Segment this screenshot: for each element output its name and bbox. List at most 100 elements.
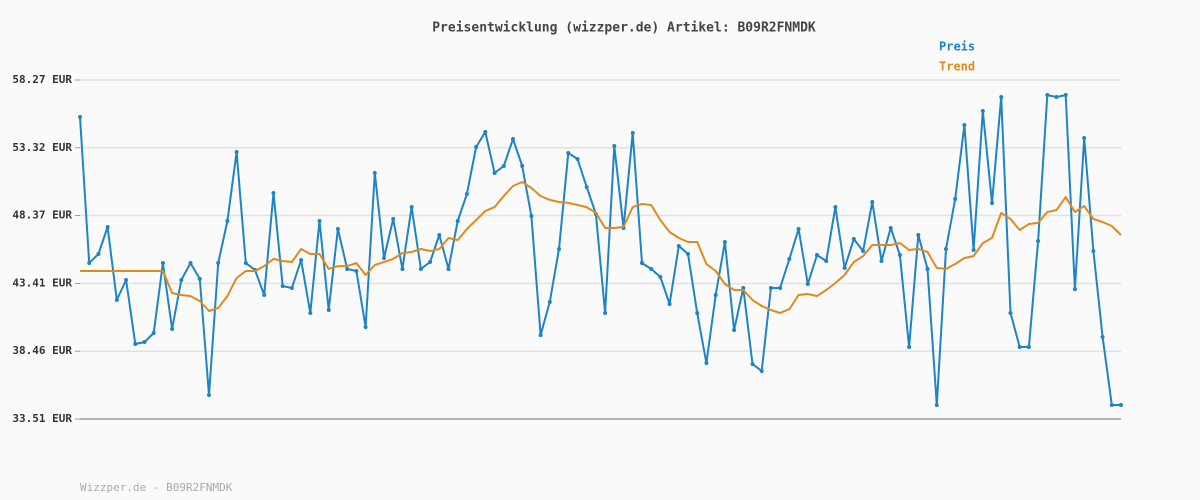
data-point — [953, 196, 958, 201]
data-point — [455, 219, 460, 224]
data-point — [999, 94, 1004, 99]
data-point — [1063, 93, 1068, 98]
data-point — [289, 285, 294, 290]
data-point — [658, 275, 663, 280]
data-point — [907, 344, 912, 349]
data-point — [206, 393, 211, 398]
data-point — [317, 219, 322, 224]
data-point — [234, 150, 239, 155]
data-point — [501, 163, 506, 168]
data-point — [151, 331, 156, 336]
data-point — [833, 205, 838, 210]
data-point — [584, 185, 589, 190]
data-point — [1082, 136, 1087, 141]
data-point — [382, 255, 387, 260]
data-point — [1017, 344, 1022, 349]
data-point — [520, 163, 525, 168]
data-point — [842, 265, 847, 270]
data-point — [446, 266, 451, 271]
data-point — [566, 150, 571, 155]
data-point — [529, 213, 534, 218]
data-point — [464, 192, 469, 197]
data-point — [78, 114, 82, 119]
data-point — [1054, 94, 1059, 99]
data-point — [695, 311, 700, 316]
data-point — [335, 226, 340, 231]
data-point — [713, 292, 718, 297]
data-point — [142, 340, 147, 345]
data-point — [557, 246, 562, 251]
data-point — [943, 246, 948, 251]
data-point — [575, 156, 580, 161]
legend-label: Trend — [939, 60, 975, 74]
data-point — [962, 123, 967, 128]
y-tick-label: 48.37 EUR — [12, 209, 72, 222]
data-point — [870, 199, 875, 204]
data-point — [925, 266, 930, 271]
data-point — [133, 341, 138, 346]
data-point — [1109, 403, 1114, 408]
data-point — [197, 276, 202, 281]
data-point — [603, 311, 608, 316]
data-point — [722, 239, 727, 244]
data-point — [179, 278, 184, 283]
chart-title: Preisentwicklung (wizzper.de) Artikel: B… — [432, 21, 816, 36]
data-point — [824, 259, 829, 264]
data-point — [225, 219, 230, 224]
legend-label: Preis — [939, 40, 975, 54]
data-point — [326, 308, 331, 313]
data-point — [160, 261, 165, 266]
data-point — [787, 256, 792, 261]
data-point — [612, 143, 617, 148]
series-line — [80, 181, 1122, 314]
data-point — [805, 282, 810, 287]
data-point — [124, 278, 129, 283]
data-point — [271, 190, 276, 195]
data-point — [216, 261, 221, 266]
data-point — [96, 252, 101, 257]
data-point — [428, 259, 433, 264]
data-point — [888, 226, 893, 231]
data-point — [105, 225, 110, 230]
data-point — [741, 285, 746, 290]
data-point — [1091, 249, 1096, 254]
y-tick-label: 53.32 EUR — [12, 141, 72, 154]
y-tick-label: 58.27 EUR — [12, 73, 72, 86]
data-point — [1045, 93, 1050, 98]
data-point — [686, 252, 691, 257]
data-point — [897, 252, 902, 257]
data-point — [1036, 239, 1041, 244]
data-point — [667, 301, 672, 306]
data-point — [676, 243, 681, 248]
data-point — [345, 266, 350, 271]
data-point — [243, 261, 248, 266]
data-point — [990, 200, 995, 205]
data-point — [1026, 344, 1031, 349]
data-point — [188, 261, 193, 266]
data-point — [437, 232, 442, 237]
data-point — [510, 137, 515, 142]
data-point — [778, 285, 783, 290]
data-point — [409, 205, 414, 210]
data-point — [1008, 311, 1013, 316]
data-point — [418, 266, 423, 271]
data-point — [796, 226, 801, 231]
y-tick-label: 43.41 EUR — [12, 276, 72, 289]
data-point — [980, 108, 985, 113]
data-point — [814, 252, 819, 257]
data-point — [262, 292, 267, 297]
data-point — [308, 311, 313, 316]
data-point — [1100, 334, 1105, 339]
data-point — [768, 285, 773, 290]
data-point — [363, 324, 368, 329]
data-point — [732, 328, 737, 333]
y-tick-label: 33.51 EUR — [12, 412, 72, 425]
data-point — [704, 361, 709, 366]
data-point — [630, 130, 635, 135]
data-point — [114, 298, 119, 303]
data-point — [391, 216, 396, 221]
data-point — [547, 299, 552, 304]
data-point — [280, 284, 285, 289]
data-point — [354, 268, 359, 273]
